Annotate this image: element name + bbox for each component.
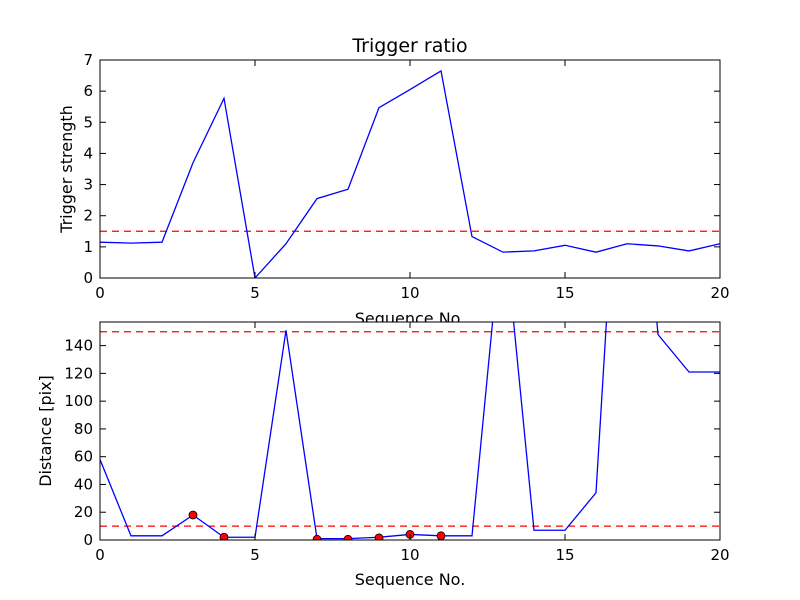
plot-2-marker-point bbox=[374, 533, 384, 540]
plot-1-title: Trigger ratio bbox=[351, 35, 467, 57]
plot-1-y-axis-label: Trigger strength bbox=[57, 105, 76, 234]
plot-1-y-tick-label: 3 bbox=[83, 176, 93, 194]
plot-1-x-tick-label: 10 bbox=[400, 284, 419, 302]
plot-2-x-axis-label: Sequence No. bbox=[355, 570, 466, 589]
plot-1-x-tick-label: 5 bbox=[250, 284, 260, 302]
plot-2-marker-point bbox=[436, 531, 446, 540]
plot-2-marker-point bbox=[343, 534, 353, 540]
plot-2-x-tick-label: 15 bbox=[555, 546, 574, 564]
plot-2-y-tick-label: 100 bbox=[64, 392, 93, 410]
plot-2-y-tick-label: 0 bbox=[83, 531, 93, 549]
plot-1-y-tick-label: 6 bbox=[83, 82, 93, 100]
plot-1-x-tick-label: 20 bbox=[710, 284, 729, 302]
plot-2-y-tick-label: 80 bbox=[74, 420, 93, 438]
plot-2-y-tick-label: 20 bbox=[74, 503, 93, 521]
plot-2-y-tick-label: 60 bbox=[74, 448, 93, 466]
plot-1-y-tick-label: 5 bbox=[83, 113, 93, 131]
plot-2-marker-point bbox=[219, 532, 229, 540]
plot-2-x-tick-label: 20 bbox=[710, 546, 729, 564]
plot-2-area bbox=[100, 322, 720, 540]
plot-2-y-axis-label: Distance [pix] bbox=[36, 375, 55, 487]
plot-1-y-tick-label: 0 bbox=[83, 269, 93, 287]
plot-2-marker-point bbox=[188, 510, 198, 520]
plot-1-series-line bbox=[100, 69, 720, 278]
plot-1-x-tick-label: 15 bbox=[555, 284, 574, 302]
plot-1-y-tick-label: 4 bbox=[83, 144, 93, 162]
plot-2-x-tick-label: 5 bbox=[250, 546, 260, 564]
plot-2-y-tick-label: 40 bbox=[74, 475, 93, 493]
plot-2-x-tick-label: 0 bbox=[95, 546, 105, 564]
plot-1-y-tick-label: 2 bbox=[83, 207, 93, 225]
plot-1-area bbox=[100, 60, 720, 278]
plot-1-x-tick-label: 0 bbox=[95, 284, 105, 302]
plot-2-x-tick-label: 10 bbox=[400, 546, 419, 564]
plot-2-marker-point bbox=[312, 534, 322, 540]
plot-2-y-tick-label: 140 bbox=[64, 337, 93, 355]
plot-1-marks bbox=[100, 69, 720, 278]
plot-1-y-tick-label: 1 bbox=[83, 238, 93, 256]
plot-1-y-tick-label: 7 bbox=[83, 51, 93, 69]
plot-2-y-tick-label: 120 bbox=[64, 364, 93, 382]
